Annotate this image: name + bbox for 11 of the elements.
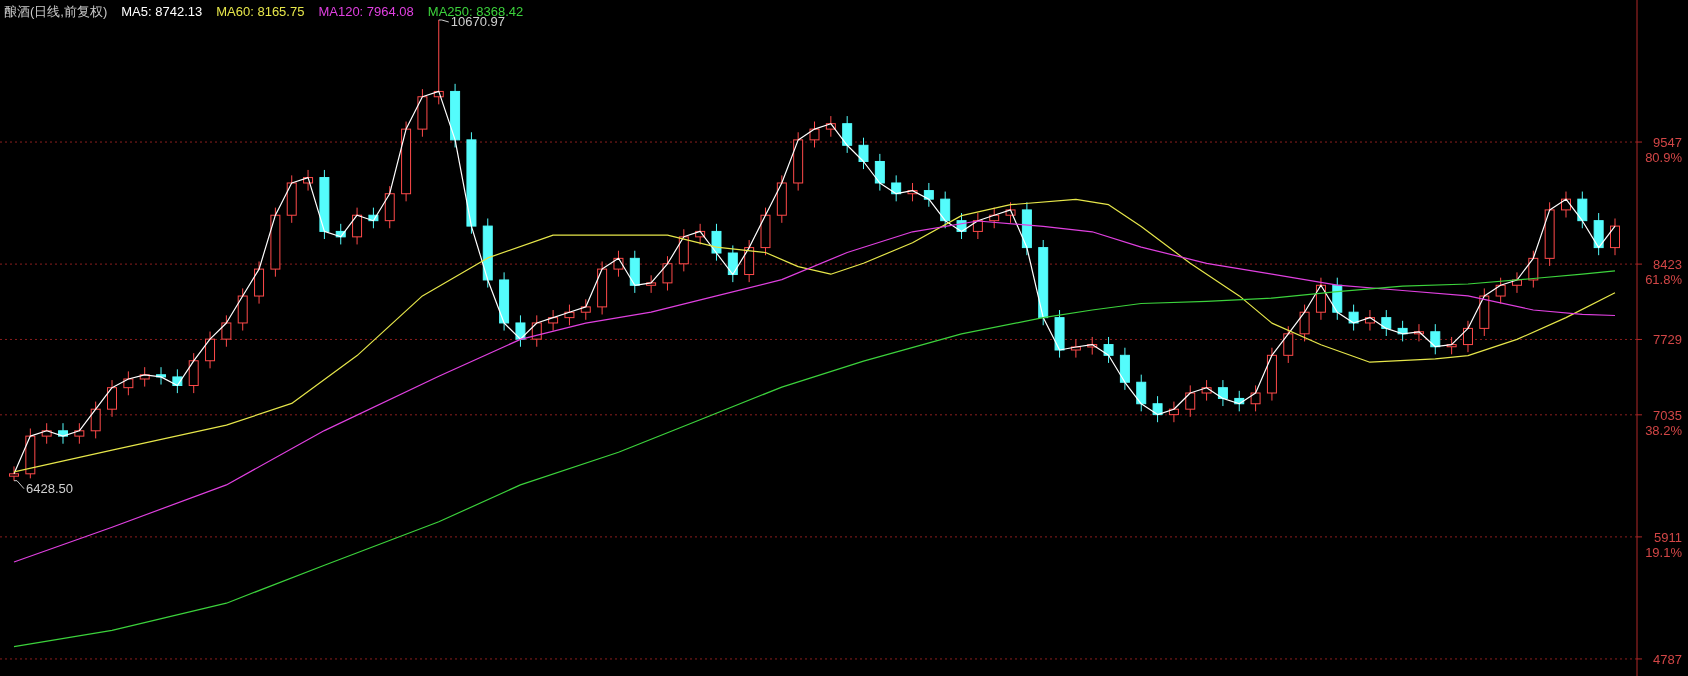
y-tick-label: 8423 61.8% bbox=[1645, 257, 1683, 288]
y-tick-label: 9547 80.9% bbox=[1645, 135, 1683, 166]
chart-title: 酿酒(日线,前复权) bbox=[4, 4, 108, 19]
text: MA5: 8742.13 bbox=[121, 4, 203, 19]
text: MA120: 7964.08 bbox=[318, 4, 414, 19]
y-tick-label: 7729 bbox=[1653, 332, 1682, 348]
y-tick-label: 4787 bbox=[1653, 651, 1682, 667]
text: MA60: 8165.75 bbox=[216, 4, 305, 19]
y-tick-label: 5911 19.1% bbox=[1645, 529, 1683, 560]
y-tick-label: 7035 38.2% bbox=[1645, 407, 1683, 438]
annotation: 6428.50 bbox=[26, 480, 73, 496]
